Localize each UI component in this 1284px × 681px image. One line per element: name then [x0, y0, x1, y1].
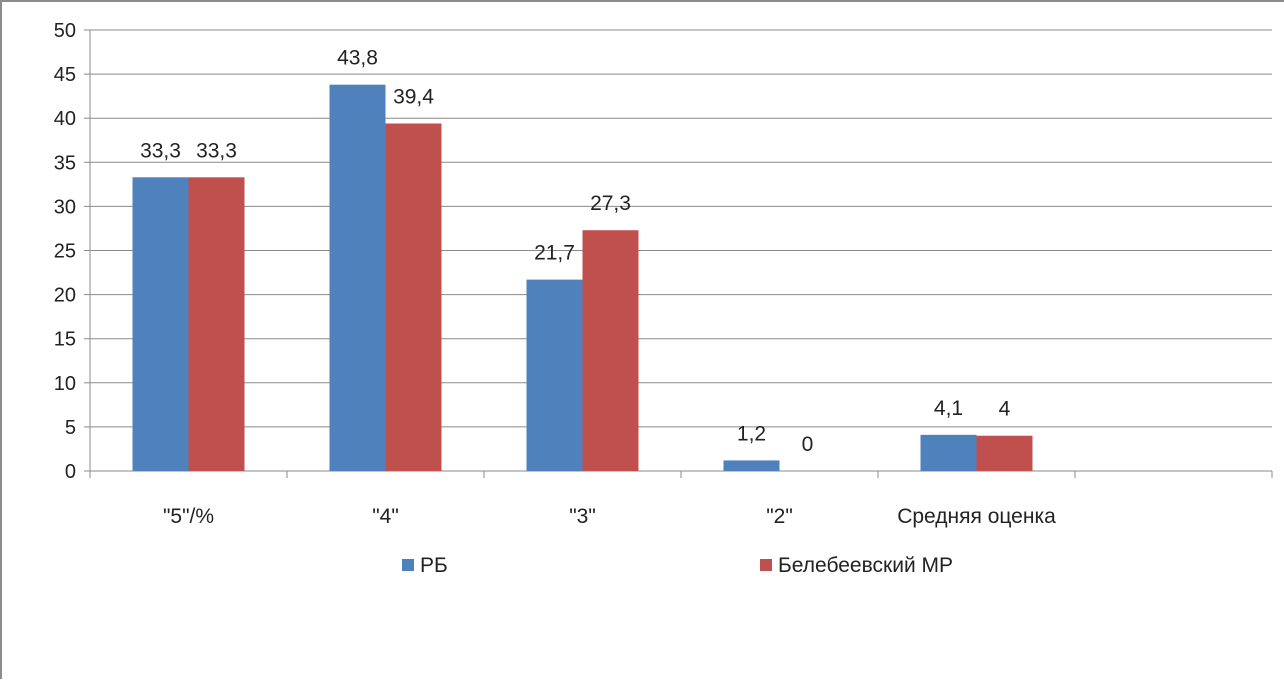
y-tick-label: 30	[54, 196, 76, 218]
data-label: 39,4	[393, 85, 434, 108]
bars	[132, 84, 1033, 472]
bar-series-2	[188, 177, 245, 471]
y-tick-label: 45	[54, 64, 76, 86]
legend-swatch	[402, 559, 414, 571]
gridlines	[90, 29, 1272, 428]
y-tick-label: 10	[54, 373, 76, 395]
y-tick-label: 20	[54, 285, 76, 307]
legend-label: РБ	[420, 554, 448, 577]
x-category-label: "4"	[372, 505, 399, 528]
bar-series-1	[526, 279, 583, 471]
data-label: 27,3	[590, 192, 631, 215]
x-category-label: "2"	[766, 505, 793, 528]
bar-series-2	[385, 123, 442, 471]
data-label: 33,3	[140, 139, 181, 162]
bar-series-2	[582, 230, 639, 471]
data-label: 33,3	[196, 139, 237, 162]
bar-series-1	[329, 84, 386, 472]
legend-swatch	[760, 559, 772, 571]
data-label: 4	[999, 398, 1011, 421]
data-label: 0	[802, 433, 814, 456]
y-tick-label: 0	[65, 461, 76, 483]
y-tick-label: 25	[54, 241, 76, 263]
data-label: 21,7	[534, 242, 575, 265]
x-category-label: "5"/%	[163, 505, 214, 528]
bar-series-1	[723, 460, 780, 471]
y-tick-label: 50	[54, 20, 76, 42]
y-tick-label: 15	[54, 329, 76, 351]
y-tick-label: 5	[65, 417, 76, 439]
data-labels: 33,3 43,8 21,7 1,2 4,1 33,3 39,4 27,3 0 4	[140, 47, 1011, 456]
data-label: 4,1	[934, 397, 963, 420]
data-label: 43,8	[337, 47, 378, 70]
y-tick-label: 40	[54, 108, 76, 130]
x-category-label: Средняя оценка	[897, 505, 1056, 528]
legend: РБ Белебеевский МР	[402, 554, 953, 577]
x-category-label: "3"	[569, 505, 596, 528]
y-tick-label: 35	[54, 152, 76, 174]
bar-series-2	[976, 435, 1033, 471]
legend-label: Белебеевский МР	[778, 554, 953, 577]
bar-series-1	[132, 177, 189, 471]
data-label: 1,2	[737, 422, 766, 445]
bar-series-1	[920, 434, 977, 471]
